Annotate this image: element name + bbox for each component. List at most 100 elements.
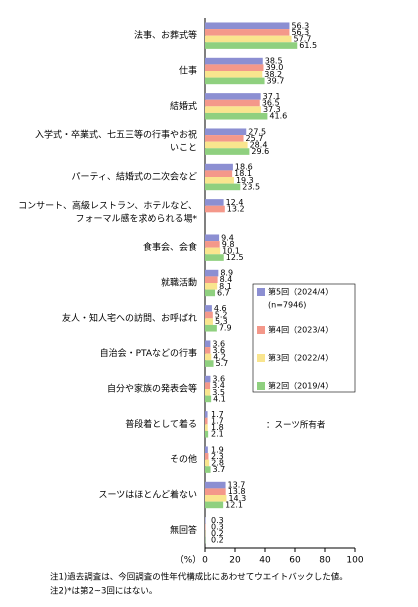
category-label: フォーマル感を求められる場* — [75, 212, 197, 224]
bar — [205, 382, 210, 389]
category-label: コンサート、高級レストラン、ホテルなど、 — [18, 199, 197, 211]
bar — [205, 234, 219, 241]
bar — [205, 347, 210, 354]
value-label: 6.7 — [217, 288, 230, 297]
bar — [205, 312, 213, 319]
bar — [205, 241, 220, 248]
bar — [205, 502, 223, 509]
category-label: 自治会・PTAなどの行事 — [100, 347, 197, 359]
bar — [205, 482, 226, 489]
value-label: 7.9 — [219, 324, 232, 333]
value-label: 29.6 — [251, 147, 269, 156]
bar — [205, 276, 218, 283]
note: 注2)*は第2~3回にはない。 — [50, 586, 157, 597]
bar — [205, 128, 246, 135]
bar — [205, 360, 214, 367]
category-label: 食事会、会食 — [143, 241, 197, 253]
bar — [205, 206, 225, 213]
bar — [205, 22, 289, 29]
value-label: 0.2 — [211, 536, 224, 545]
legend-label: 第5回（2024/4） — [268, 287, 333, 297]
bar — [205, 396, 211, 403]
bar — [205, 93, 261, 100]
bar — [205, 142, 248, 149]
bar — [205, 488, 226, 495]
bar — [205, 376, 210, 383]
x-axis-label: （%） — [175, 555, 202, 566]
value-label: 13.2 — [227, 205, 245, 214]
bar — [205, 113, 267, 120]
bar — [205, 453, 208, 460]
legend-label: 第2回（2019/4） — [268, 381, 333, 391]
bar — [205, 418, 208, 425]
value-label: 23.5 — [242, 182, 260, 191]
bar — [205, 42, 297, 49]
category-label: 友人・知人宅への訪問、お呼ばれ — [62, 312, 197, 324]
bar — [205, 248, 220, 255]
value-label: 5.7 — [216, 359, 229, 368]
bar — [205, 36, 292, 43]
category-label: 自分や家族の発表会等 — [107, 383, 197, 395]
x-tick-label: 100 — [346, 556, 363, 566]
bar — [205, 177, 234, 184]
legend-label: 第4回（2023/4） — [268, 325, 333, 335]
value-label: 2.1 — [211, 430, 224, 439]
legend-label: 第3回（2022/4） — [268, 353, 333, 363]
category-label: 就職活動 — [161, 277, 197, 289]
bar — [205, 135, 244, 142]
value-label: 3.7 — [213, 465, 226, 474]
bar — [205, 64, 264, 71]
value-label: 39.7 — [267, 76, 285, 85]
bar — [205, 354, 211, 361]
bar — [205, 495, 226, 502]
bar — [205, 305, 212, 312]
bar — [205, 170, 232, 177]
legend-swatch — [257, 288, 265, 296]
bar — [205, 100, 260, 107]
legend-swatch — [257, 354, 265, 362]
bar — [205, 254, 224, 261]
category-label: 仕事 — [179, 65, 197, 77]
x-tick-label: 40 — [259, 556, 271, 566]
bar — [205, 29, 289, 36]
bar — [205, 446, 208, 453]
category-label: 入学式・卒業式、七五三等の行事やお祝 — [35, 129, 197, 141]
category-label: いこと — [170, 143, 197, 154]
bar — [205, 325, 217, 332]
bar — [205, 184, 240, 191]
bar — [205, 283, 217, 290]
x-tick-label: 80 — [319, 556, 331, 566]
bar — [205, 71, 262, 78]
bar — [205, 431, 208, 438]
value-label: 12.5 — [226, 253, 244, 262]
category-label: 普段着として着る — [125, 418, 197, 430]
legend-swatch — [257, 326, 265, 334]
x-tick-label: 60 — [289, 556, 301, 566]
x-tick-label: 20 — [229, 556, 241, 566]
category-label: 結婚式 — [170, 100, 197, 112]
annotation: ：スーツ所有者 — [266, 420, 326, 431]
legend-note: (n=7946) — [268, 301, 306, 310]
value-label: 12.1 — [225, 500, 243, 509]
bar — [205, 78, 265, 85]
bar — [205, 270, 218, 277]
category-label: スーツはほとんど着ない — [98, 489, 197, 501]
note: 注1)過去調査は、今回調査の性年代構成比にあわせてウエイトバックした値。 — [50, 572, 348, 583]
category-label: パーティ、結婚式の二次会など — [72, 171, 197, 183]
bar — [205, 290, 215, 297]
bar — [205, 318, 213, 325]
bar — [205, 106, 261, 113]
bar — [205, 424, 208, 431]
bar — [205, 164, 233, 171]
bar — [205, 199, 224, 206]
category-label: その他 — [170, 453, 197, 465]
bar — [205, 411, 208, 418]
bar — [205, 340, 210, 347]
value-label: 4.1 — [213, 394, 226, 403]
category-label: 無回答 — [170, 524, 197, 536]
bar — [205, 389, 210, 396]
bar — [205, 466, 211, 473]
legend-swatch — [257, 382, 265, 390]
category-label: 法事、お葬式等 — [134, 29, 197, 41]
